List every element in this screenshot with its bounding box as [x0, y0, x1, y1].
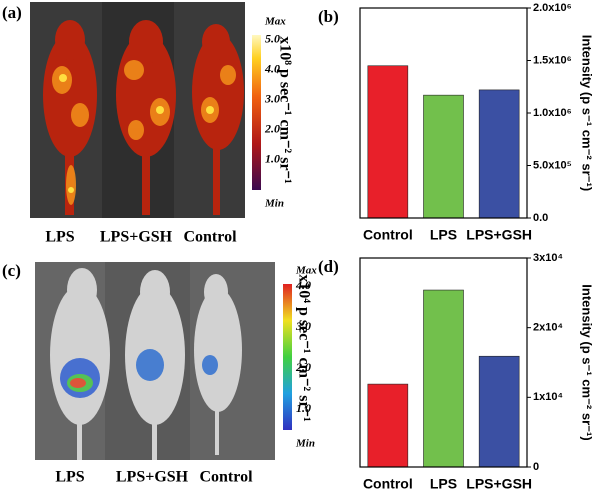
bar: [478, 89, 520, 219]
y-tick-label: 1x10⁴: [533, 391, 563, 403]
bar: [423, 94, 464, 219]
y-tick-label: 1.5x10⁶: [533, 54, 572, 66]
axes-frame: [359, 257, 528, 468]
colorbar: [283, 284, 292, 430]
mouse-label: LPS+GSH: [100, 229, 173, 246]
bar: [367, 65, 409, 219]
colorbar: [252, 35, 261, 190]
image-c: [35, 262, 275, 460]
colorbar-unit: x10⁴ p sec⁻¹ cm⁻² sr⁻¹: [295, 274, 312, 422]
colorbar-tick-label: 2.0: [264, 122, 280, 136]
mouse-label: LPS+GSH: [116, 469, 189, 486]
mouse-label: Control: [183, 229, 237, 246]
y-tick-label: 3x10⁴: [533, 252, 563, 264]
mouse-label: LPS: [45, 229, 74, 246]
colorbar-tick-label: 4.0: [264, 61, 280, 75]
bar: [478, 355, 520, 468]
y-tick-label: 0: [533, 461, 539, 473]
bar: [423, 289, 464, 468]
colorbar-tick-label: 1.0: [265, 152, 280, 166]
colorbar-unit: x10⁸ p sec⁻¹ cm⁻² sr⁻¹: [276, 36, 293, 184]
y-axis-label: Intensity (p s⁻¹ cm⁻² sr⁻¹): [580, 284, 595, 440]
colorbar-min: Min: [295, 438, 315, 450]
y-tick-label: 2.0x10⁶: [533, 2, 572, 14]
x-tick-label: LPS+GSH: [466, 227, 532, 243]
image-a: [30, 2, 245, 218]
mouse-label: Control: [199, 469, 253, 486]
panel-label: (d): [318, 257, 339, 276]
y-tick-label: 1.0x10⁶: [533, 107, 572, 119]
x-tick-label: LPS: [430, 227, 457, 243]
colorbar-min: Min: [264, 198, 284, 210]
x-tick-label: Control: [363, 227, 413, 243]
colorbar-tick-label: 2.0: [295, 360, 311, 374]
colorbar-tick-label: 5.0: [265, 31, 280, 45]
y-axis-label: Intensity (p s⁻¹ cm⁻² sr⁻¹): [580, 35, 595, 191]
bar: [367, 383, 409, 468]
x-tick-label: LPS: [430, 476, 457, 492]
mouse-label: LPS: [55, 469, 84, 486]
panel-label: (c): [2, 261, 21, 280]
x-tick-label: LPS+GSH: [466, 476, 532, 492]
y-tick-label: 2x10⁴: [533, 322, 563, 334]
colorbar-tick-label: 3.0: [264, 91, 280, 105]
colorbar-max: Max: [295, 265, 317, 277]
colorbar-tick-label: 3.0: [295, 319, 311, 333]
y-tick-label: 0.0: [533, 212, 548, 224]
panel-label: (b): [318, 7, 339, 26]
y-tick-label: 5.0x10⁵: [533, 159, 572, 171]
colorbar-tick-label: 4.0: [295, 278, 311, 292]
colorbar-tick-label: 1.0: [296, 401, 311, 415]
colorbar-max: Max: [264, 16, 286, 28]
x-tick-label: Control: [363, 476, 413, 492]
panel-label: (a): [2, 3, 22, 22]
